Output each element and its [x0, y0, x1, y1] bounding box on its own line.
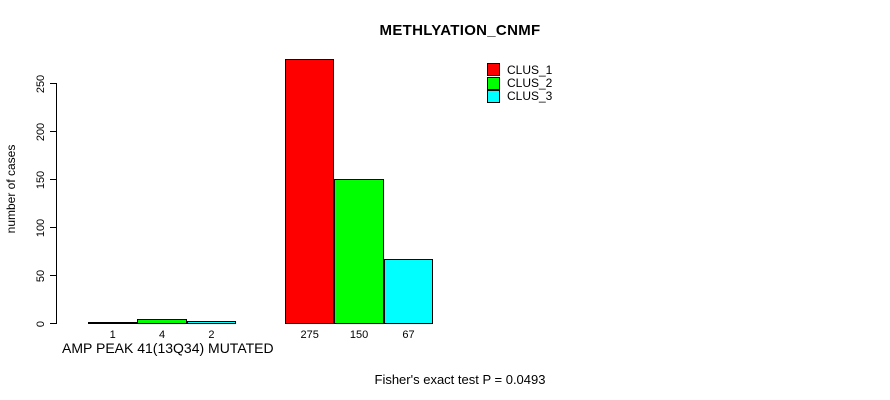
y-tick-mark [50, 227, 57, 228]
bar-value-label: 275 [300, 329, 319, 341]
y-tick-mark [50, 179, 57, 180]
legend-item-clus_2: CLUS_2 [487, 76, 553, 91]
bar-clus_1-group2 [285, 59, 335, 324]
bar-value-label: 2 [208, 329, 215, 341]
bar-clus_3-group1 [186, 321, 237, 324]
y-tick-label: 50 [35, 269, 47, 282]
y-tick-mark [50, 83, 57, 84]
bar-clus_2-group1 [137, 319, 187, 324]
legend-swatch-clus_2 [487, 76, 500, 90]
bar-clus_3-group2 [383, 259, 434, 324]
legend-swatch-clus_3 [487, 89, 500, 103]
bar-value-label: 150 [349, 329, 369, 341]
legend-item-clus_1: CLUS_1 [487, 62, 553, 77]
legend-label: CLUS_1 [507, 62, 553, 77]
y-axis-line [56, 83, 57, 324]
bar-value-label: 1 [109, 329, 116, 341]
bar-value-label: 4 [159, 329, 166, 341]
y-axis-label: number of cases [4, 144, 18, 234]
legend-label: CLUS_3 [507, 89, 553, 104]
bar-clus_2-group2 [334, 179, 384, 324]
y-tick-label: 250 [35, 74, 47, 93]
y-tick-label: 100 [35, 218, 47, 237]
bar-clus_1-group1 [88, 322, 138, 324]
y-tick-label: 200 [35, 122, 47, 141]
y-tick-mark [50, 275, 57, 276]
y-tick-label: 0 [35, 320, 47, 327]
legend-label: CLUS_2 [507, 76, 553, 91]
y-tick-mark [50, 131, 57, 132]
y-tick-mark [50, 323, 57, 324]
x-axis-group-label: AMP PEAK 41(13Q34) MUTATED [62, 340, 274, 356]
y-tick-label: 150 [35, 170, 47, 189]
legend: CLUS_1 CLUS_2 CLUS_3 [487, 63, 552, 103]
bar-value-label: 67 [402, 329, 415, 341]
legend-item-clus_3: CLUS_3 [487, 89, 553, 104]
chart-title: METHLYATION_CNMF [379, 22, 541, 39]
legend-swatch-clus_1 [487, 63, 500, 77]
fisher-test-caption: Fisher's exact test P = 0.0493 [374, 372, 546, 387]
